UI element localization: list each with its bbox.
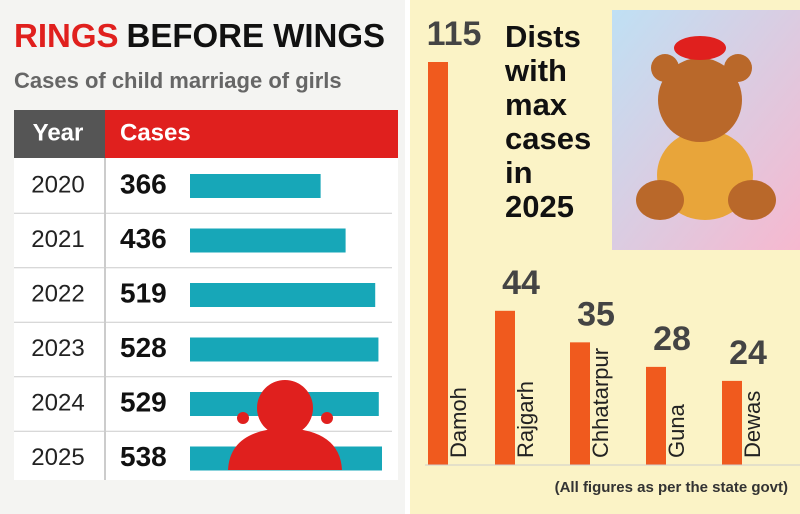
- subtitle: Cases of child marriage of girls: [14, 68, 342, 93]
- category-label: 2022: [31, 280, 84, 307]
- category-label: Chhatarpur: [588, 348, 613, 458]
- chart-title: Dists with max cases in 2025: [505, 19, 592, 224]
- category-label: Dewas: [740, 391, 765, 458]
- bar: [190, 228, 346, 253]
- footnote: (All figures as per the state govt): [555, 479, 788, 496]
- value-label: 44: [502, 264, 540, 302]
- category-label: 2024: [31, 389, 84, 416]
- bar: [428, 62, 448, 465]
- bar: [722, 380, 742, 465]
- value-label: 24: [729, 334, 767, 372]
- bar: [495, 310, 515, 465]
- category-label: Guna: [664, 403, 689, 458]
- category-label: 2020: [31, 171, 84, 198]
- value-label: 436: [120, 223, 167, 254]
- value-label: 35: [577, 295, 615, 333]
- value-label: 538: [120, 441, 167, 472]
- category-label: 2023: [31, 335, 84, 362]
- value-label: 28: [653, 320, 691, 358]
- header-cases-bg: [105, 110, 398, 158]
- bar: [570, 342, 590, 465]
- value-label: 366: [120, 168, 167, 199]
- girl-silhouette: [228, 380, 342, 470]
- category-label: 2025: [31, 444, 84, 471]
- category-label: 2021: [31, 226, 84, 253]
- category-label: Rajgarh: [513, 381, 538, 458]
- category-label: Damoh: [446, 387, 471, 458]
- value-label: 519: [120, 277, 167, 308]
- teddy-illustration: [636, 36, 776, 220]
- value-label: 528: [120, 332, 167, 363]
- bar: [646, 366, 666, 465]
- chart-title: RINGS BEFORE WINGS: [14, 17, 385, 54]
- value-label: 529: [120, 386, 167, 417]
- bar: [190, 337, 379, 362]
- title-part: RINGS: [14, 17, 119, 54]
- bar: [190, 283, 376, 307]
- value-label: 115: [427, 15, 482, 53]
- header-year-bg: [14, 110, 105, 158]
- column-header: Cases: [120, 119, 191, 146]
- title-part: BEFORE WINGS: [127, 17, 386, 54]
- column-header: Year: [33, 119, 84, 146]
- bar: [190, 174, 321, 198]
